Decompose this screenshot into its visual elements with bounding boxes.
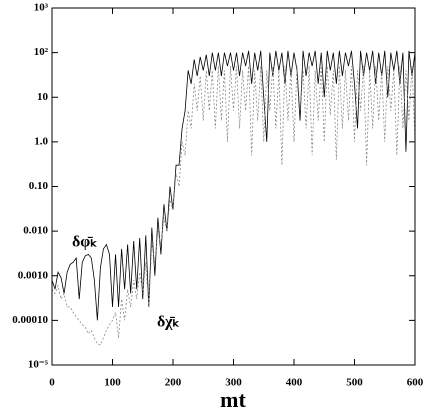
x-tick-label: 600	[407, 377, 424, 389]
x-tick-label: 100	[104, 377, 121, 389]
annotation: δχ̄ₖ	[157, 314, 180, 331]
x-tick-label: 300	[225, 377, 242, 389]
annotation: δφ̄ₖ	[72, 234, 97, 251]
series-line	[51, 66, 416, 346]
y-tick-label: 10⁻⁵	[28, 359, 49, 371]
series-line	[51, 50, 416, 321]
x-tick-label: 500	[346, 377, 363, 389]
y-tick-label: 10²	[34, 46, 49, 58]
y-tick-label: 0.0010	[18, 269, 49, 281]
y-tick-label: 0.10	[29, 180, 49, 192]
y-tick-label: 1.0	[34, 135, 48, 147]
x-tick-label: 400	[286, 377, 303, 389]
y-tick-label: 0.00010	[12, 314, 48, 326]
plot-frame	[51, 7, 416, 366]
x-tick-label: 0	[49, 377, 55, 389]
x-axis-label: mt	[220, 387, 246, 412]
y-tick-label: 10	[37, 91, 49, 103]
y-tick-label: 10³	[34, 2, 49, 14]
x-tick-label: 200	[165, 377, 182, 389]
y-tick-label: 0.010	[23, 225, 48, 237]
